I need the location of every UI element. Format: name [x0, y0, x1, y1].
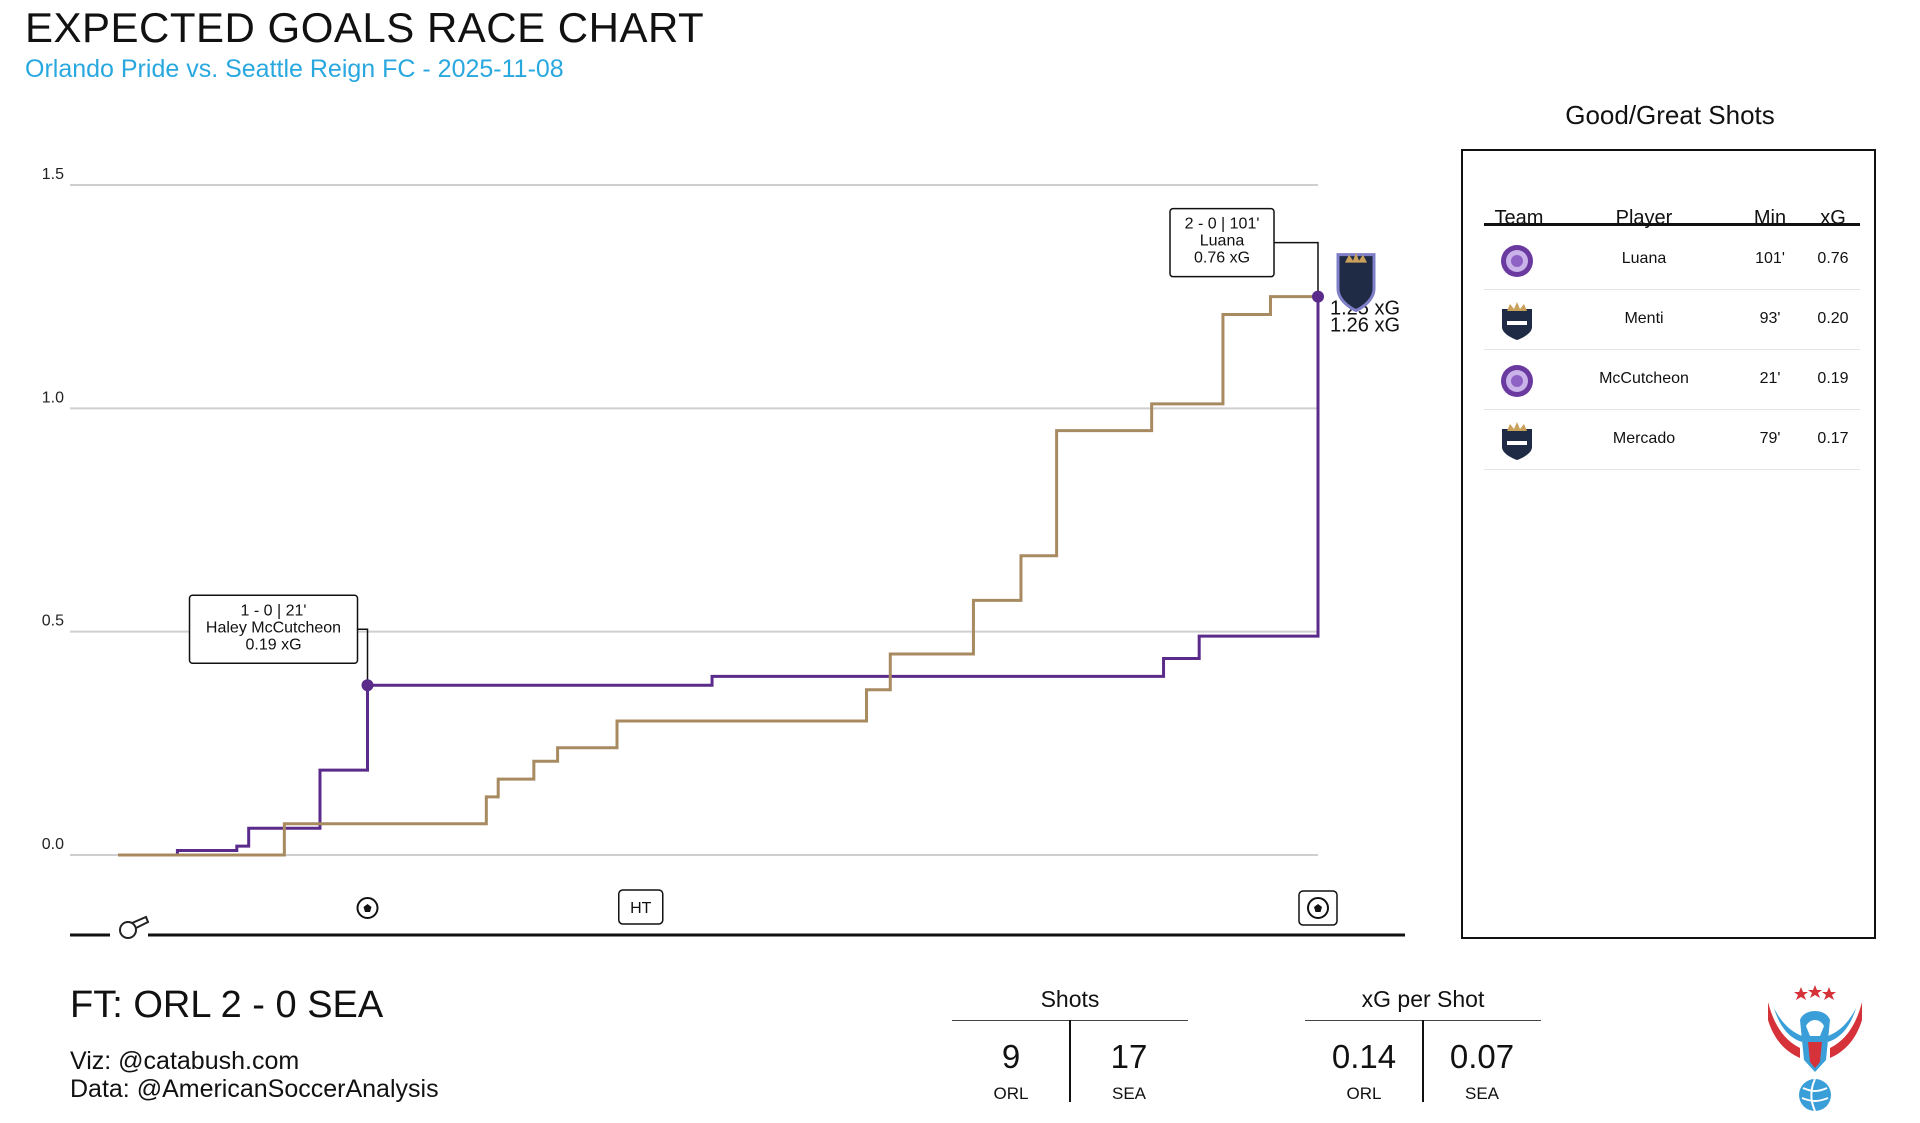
- annotation-leader: [357, 628, 369, 686]
- stat-divider: [1422, 1020, 1424, 1102]
- annotation-text: Haley McCutcheon: [206, 619, 341, 636]
- table-row: McCutcheon 21' 0.19: [1484, 349, 1860, 410]
- shots-sea-value: 17: [1110, 1038, 1148, 1075]
- ball-patch: [363, 904, 372, 912]
- chart-subtitle: Orlando Pride vs. Seattle Reign FC - 202…: [25, 55, 564, 83]
- annotation-leader: [1274, 241, 1319, 297]
- y-tick-label: 0.0: [42, 836, 64, 853]
- row-min: 21': [1759, 370, 1781, 387]
- annotation-box: [1169, 207, 1275, 278]
- chart-title: EXPECTED GOALS RACE CHART: [25, 4, 705, 51]
- row-xg: 0.19: [1817, 370, 1849, 387]
- viz-credit: Viz: @catabush.com: [70, 1047, 300, 1075]
- pride-badge-icon: [1501, 365, 1533, 397]
- good-great-shots-table: Team Player Min xG Luana 101' 0.76 Menti 93'…: [1461, 149, 1876, 939]
- xgps-sea-label: SEA: [1464, 1084, 1500, 1103]
- row-min: 93': [1759, 310, 1781, 327]
- xg-per-shot-title: xG per Shot: [1361, 986, 1485, 1012]
- xgps-sea-value: 0.07: [1449, 1038, 1515, 1075]
- row-player: Menti: [1624, 310, 1664, 327]
- whistle-mouth: [131, 915, 150, 929]
- eagle-logo-icon: [1768, 985, 1862, 1112]
- row-player: McCutcheon: [1599, 370, 1689, 387]
- y-tick-label: 1.5: [42, 166, 64, 183]
- annotation-box: [188, 594, 359, 665]
- annotation-text: 2 - 0 | 101': [1185, 216, 1260, 233]
- annotation-text: 0.19 xG: [245, 636, 301, 653]
- crest-shield: [1336, 253, 1376, 313]
- shots-orl-label: ORL: [993, 1084, 1029, 1103]
- whistle-icon: [119, 915, 150, 939]
- col-min: Min: [1753, 207, 1787, 229]
- table-header: Team Player Min xG: [1484, 179, 1860, 229]
- shots-stat: Shots 9 17 ORL SEA: [952, 986, 1188, 1106]
- col-team: Team: [1494, 207, 1544, 229]
- pride-badge-icon: [1501, 245, 1533, 277]
- xgps-orl-label: ORL: [1346, 1084, 1382, 1103]
- row-xg: 0.17: [1817, 430, 1849, 447]
- shots-orl-value: 9: [1001, 1038, 1021, 1075]
- col-xg: xG: [1820, 207, 1846, 229]
- row-player: Luana: [1621, 250, 1667, 267]
- y-tick-label: 1.0: [42, 389, 64, 406]
- good-great-shots-title: Good/Great Shots: [1565, 100, 1775, 130]
- table-row: Mercado 79' 0.17: [1484, 409, 1860, 470]
- table-row: Luana 101' 0.76: [1484, 229, 1860, 290]
- crest-crown: [1345, 252, 1367, 263]
- shots-sea-label: SEA: [1111, 1084, 1147, 1103]
- series-line-orl: [118, 296, 1320, 857]
- series-line-sea: [118, 295, 1318, 857]
- final-score: FT: ORL 2 - 0 SEA: [70, 984, 384, 1026]
- y-tick-label: 0.5: [42, 613, 64, 630]
- xgps-orl-value: 0.14: [1331, 1038, 1397, 1075]
- goal-marker: [1312, 290, 1324, 303]
- whistle-body: [119, 921, 137, 939]
- shots-stat-title: Shots: [1040, 986, 1100, 1012]
- col-player: Player: [1615, 207, 1673, 229]
- data-credit: Data: @AmericanSoccerAnalysis: [70, 1075, 439, 1103]
- xg-race-chart: 0.0 0.5 1.0 1.5 1 - 0 | 21'Haley McCutcheon…: [42, 166, 1405, 939]
- stat-divider: [1069, 1020, 1071, 1102]
- logo-ball-icon: [1799, 1079, 1831, 1111]
- reign-crest-icon: [1336, 252, 1376, 313]
- ball-patch: [1314, 904, 1322, 912]
- end-xg-label: 1.26 xG: [1330, 315, 1400, 337]
- row-min: 79': [1759, 430, 1781, 447]
- goal-marker: [361, 679, 374, 692]
- reign-badge-icon: [1502, 302, 1532, 340]
- xg-per-shot-stat: xG per Shot 0.14 0.07 ORL SEA: [1305, 986, 1541, 1106]
- row-xg: 0.20: [1817, 310, 1849, 327]
- annotation-text: Luana: [1200, 233, 1245, 250]
- row-min: 101': [1755, 250, 1785, 267]
- reign-badge-icon: [1502, 422, 1532, 460]
- row-xg: 0.76: [1817, 250, 1849, 267]
- annotation-text: 1 - 0 | 21': [241, 602, 307, 619]
- halftime-label: HT: [630, 900, 652, 917]
- halftime-box: [618, 889, 664, 925]
- logo-stars-icon: [1794, 985, 1836, 1000]
- row-player: Mercado: [1612, 430, 1676, 447]
- annotation-text: 0.76 xG: [1194, 250, 1250, 267]
- table-row: Menti 93' 0.20: [1484, 289, 1860, 350]
